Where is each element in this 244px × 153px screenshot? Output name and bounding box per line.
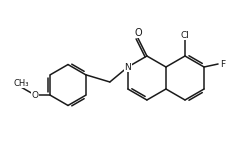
Text: N: N [124,62,131,71]
Text: F: F [221,60,226,69]
Text: Cl: Cl [181,30,189,39]
Text: O: O [134,28,142,38]
Text: O: O [32,91,39,100]
Text: CH₃: CH₃ [13,79,29,88]
